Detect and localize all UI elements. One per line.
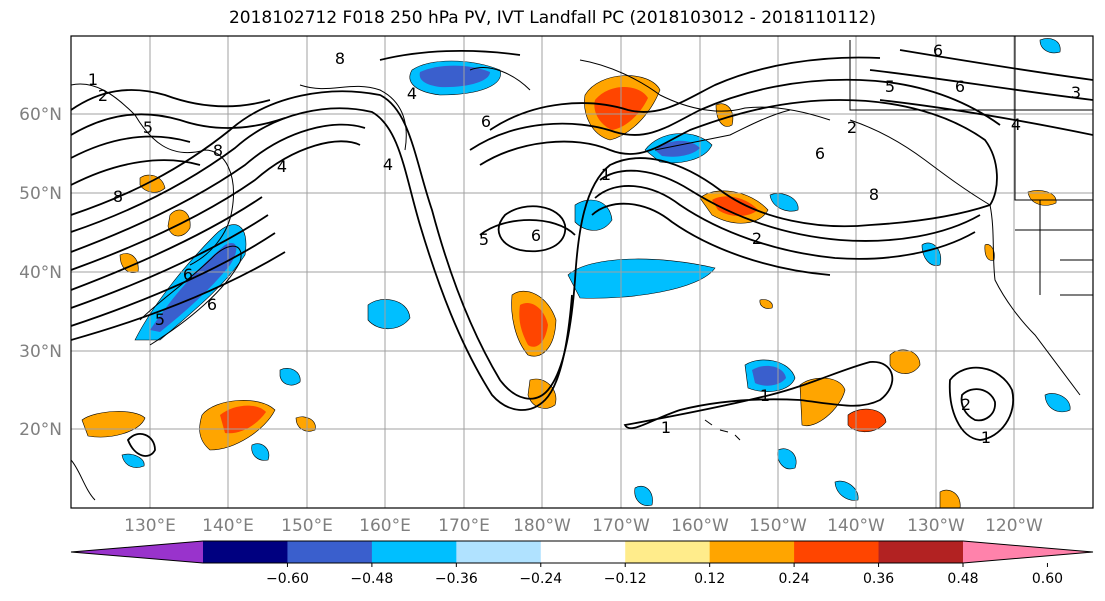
- contour-label: 6: [955, 77, 965, 96]
- colorbar-tick-label: −0.12: [604, 571, 647, 587]
- lon-label: 160°W: [671, 516, 729, 536]
- contour-label: 8: [213, 141, 223, 160]
- colorbar-tick-label: 0.12: [694, 571, 725, 587]
- colorbar-segments: [70, 540, 1094, 564]
- colorbar-tick-label: 0.24: [779, 571, 810, 587]
- contour-label: 2: [752, 229, 762, 248]
- lon-label: 170°E: [438, 516, 490, 536]
- colorbar-segment: [625, 541, 711, 563]
- lon-label: 150°W: [749, 516, 807, 536]
- colorbar-outline: [70, 540, 1094, 564]
- colorbar-segment: [203, 541, 288, 563]
- contour-label: 6: [207, 295, 217, 314]
- contour-label: 5: [885, 77, 895, 96]
- contour-label: 3: [1071, 83, 1081, 102]
- contour-label: 4: [277, 157, 287, 176]
- lat-label: 30°N: [19, 342, 62, 362]
- lon-label: 180°W: [513, 516, 571, 536]
- colorbar-extend-max: [963, 541, 1093, 563]
- colorbar-tick-label: 0.48: [947, 571, 978, 587]
- lon-label: 120°W: [985, 516, 1043, 536]
- lat-label: 20°N: [19, 420, 62, 440]
- lat-label: 40°N: [19, 263, 62, 283]
- contour-label: 6: [183, 265, 193, 284]
- lat-label: 60°N: [19, 105, 62, 125]
- contour-label: 4: [1011, 115, 1021, 134]
- contour-label: 1: [981, 428, 991, 447]
- contour-label: 8: [113, 187, 123, 206]
- contour-label: 4: [407, 84, 417, 103]
- lon-label: 130°E: [124, 516, 176, 536]
- pv-contours: [71, 49, 1093, 457]
- map-title: 2018102712 F018 250 hPa PV, IVT Landfall…: [228, 8, 876, 28]
- colorbar-tick-labels: −0.60 −0.48 −0.36 −0.24 −0.12 0.12 0.24 0.36 0.4…: [266, 563, 1063, 587]
- contour-label: 2: [98, 86, 108, 105]
- contour-labels: 1 2 5 8 6 5 6 4 4 8 8 6 4 1 6 5 2 6 8 5 …: [88, 41, 1081, 447]
- coastlines: [71, 36, 1093, 501]
- lon-label: 140°E: [202, 516, 254, 536]
- lon-label: 140°W: [827, 516, 885, 536]
- contour-label: 8: [869, 185, 879, 204]
- contour-label: 1: [601, 165, 611, 184]
- contour-label: 6: [481, 112, 491, 131]
- longitude-labels: 130°E 140°E 150°E 160°E 170°E 180°W 170°…: [124, 516, 1043, 536]
- colorbar-tick-label: −0.36: [435, 571, 478, 587]
- colorbar-extend-min: [71, 541, 203, 563]
- contour-label: 6: [933, 41, 943, 60]
- lon-label: 170°W: [592, 516, 650, 536]
- colorbar-tick-label: −0.60: [266, 571, 309, 587]
- contour-label: 5: [155, 310, 165, 329]
- colorbar-segment: [878, 541, 964, 563]
- colorbar-tick-label: 0.36: [863, 571, 894, 587]
- colorbar-segment: [456, 541, 542, 563]
- contour-label: 1: [661, 418, 671, 437]
- colorbar-segment: [540, 541, 626, 563]
- graticule: [71, 36, 1093, 508]
- map-frame: [70, 35, 1094, 509]
- contour-label: 5: [479, 230, 489, 249]
- contour-label: 2: [961, 395, 971, 414]
- lon-label: 150°E: [281, 516, 333, 536]
- colorbar: −0.60 −0.48 −0.36 −0.24 −0.12 0.12 0.24 0.36 0.4…: [70, 540, 1094, 587]
- lat-label: 50°N: [19, 184, 62, 204]
- lon-label: 160°E: [359, 516, 411, 536]
- contour-label: 2: [847, 118, 857, 137]
- contour-label: 8: [335, 49, 345, 68]
- colorbar-segment: [287, 541, 373, 563]
- contour-label: 1: [88, 70, 98, 89]
- colorbar-tick-label: 0.60: [1032, 571, 1063, 587]
- contour-label: 1: [760, 386, 770, 405]
- colorbar-tick-label: −0.24: [519, 571, 562, 587]
- contour-label: 6: [531, 226, 541, 245]
- colorbar-segment: [709, 541, 795, 563]
- colorbar-segment: [794, 541, 880, 563]
- latitude-labels: 60°N 50°N 40°N 30°N 20°N: [19, 105, 62, 440]
- contour-label: 4: [383, 155, 393, 174]
- lon-label: 130°W: [907, 516, 965, 536]
- colorbar-tick-label: −0.48: [350, 571, 393, 587]
- colorbar-segment: [371, 541, 457, 563]
- contour-label: 5: [143, 118, 153, 137]
- pc-shading: [81, 38, 1071, 508]
- contour-label: 6: [815, 144, 825, 163]
